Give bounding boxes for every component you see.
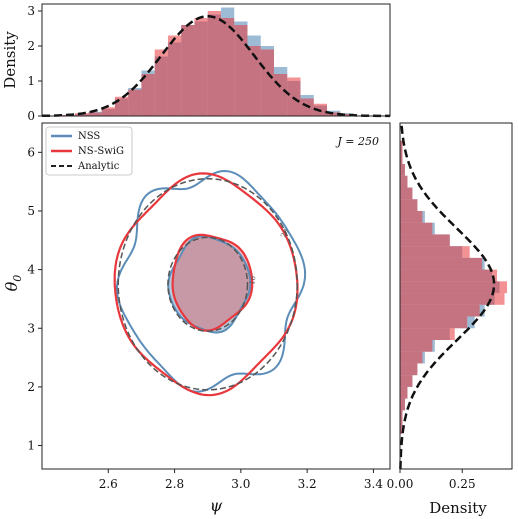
analytic-contour-1sigma xyxy=(167,236,249,332)
top-bar-ns-swig xyxy=(234,25,248,116)
right-bar-ns-swig xyxy=(400,175,408,188)
right-bar-ns-swig xyxy=(400,398,405,411)
right-bar-ns-swig xyxy=(400,140,403,153)
legend-label-analytic: Analytic xyxy=(77,161,120,172)
top-bar-ns-swig xyxy=(260,49,274,116)
main-y-tick-label: 5 xyxy=(27,204,35,218)
right-bar-ns-swig xyxy=(400,269,498,282)
right-bar-ns-swig xyxy=(400,152,403,165)
right-histogram-bars xyxy=(400,140,508,434)
main-panel: 2.6 2.8 3.0 3.2 3.4 1 2 3 4 5 6 ψ θ0 J = 250 2σ 1… xyxy=(2,122,391,515)
top-histogram-bars xyxy=(61,7,354,116)
right-bar-ns-swig xyxy=(400,187,413,200)
ns-swig-outer-contour xyxy=(113,172,299,397)
ns-swig-inner-fill xyxy=(172,234,253,331)
main-y-axis-label-main: θ xyxy=(2,281,21,291)
right-bar-ns-swig xyxy=(400,281,508,294)
right-bar-ns-swig xyxy=(400,199,418,211)
top-bar-ns-swig xyxy=(207,11,221,116)
main-y-ticks: 1 2 3 4 5 6 xyxy=(27,145,42,453)
nss-inner-fill xyxy=(168,236,251,333)
svg-text:θ0: θ0 xyxy=(2,275,24,292)
right-bar-ns-swig xyxy=(400,316,468,329)
legend-box xyxy=(45,126,133,176)
top-y-tick-label: 2 xyxy=(27,39,35,53)
top-bar-ns-swig xyxy=(128,89,142,116)
main-x-axis-label: ψ xyxy=(210,496,223,515)
right-bar-ns-swig xyxy=(400,293,505,305)
contour-label-2sigma: 2σ xyxy=(279,227,290,239)
top-bar-ns-swig xyxy=(88,112,102,116)
right-bar-ns-swig xyxy=(400,210,423,223)
analytic-contour-2sigma xyxy=(117,177,298,391)
main-y-tick-label: 4 xyxy=(27,263,35,277)
main-panel-frame xyxy=(41,122,391,470)
top-y-tick-label: 3 xyxy=(27,4,35,18)
legend-label-ns-swig: NS-SwiG xyxy=(78,146,124,157)
top-bar-ns-swig xyxy=(340,113,354,116)
right-marginal-panel: 0.00 0.25 Density xyxy=(387,122,513,517)
legend: NSS NS-SwiG Analytic xyxy=(45,126,133,176)
top-marginal-panel: 0 1 2 3 Density xyxy=(1,3,391,123)
main-y-axis-label: θ0 xyxy=(2,275,24,292)
top-bar-ns-swig xyxy=(220,18,235,116)
right-bar-ns-swig xyxy=(400,234,450,247)
right-bar-ns-swig xyxy=(400,339,433,352)
main-y-axis-label-subscript: 0 xyxy=(11,275,24,282)
main-y-tick-label: 3 xyxy=(27,321,35,335)
top-bar-ns-swig xyxy=(327,112,341,116)
top-bar-ns-swig xyxy=(154,49,168,116)
main-y-tick-label: 2 xyxy=(27,380,35,394)
j-annotation: J = 250 xyxy=(335,135,379,148)
main-x-tick-label: 2.6 xyxy=(99,477,118,491)
right-bar-ns-swig xyxy=(400,257,483,270)
main-x-tick-label: 3.0 xyxy=(231,477,250,491)
top-bar-ns-swig xyxy=(194,18,208,116)
legend-label-nss: NSS xyxy=(78,131,100,142)
right-bar-ns-swig xyxy=(400,422,403,434)
top-bar-ns-swig xyxy=(114,96,129,116)
top-y-axis-label: Density xyxy=(1,31,19,89)
right-bar-ns-swig xyxy=(400,410,403,423)
right-bar-ns-swig xyxy=(400,246,470,258)
main-contours xyxy=(113,169,307,397)
top-panel-frame xyxy=(41,3,391,117)
right-bar-ns-swig xyxy=(400,386,408,399)
main-x-tick-label: 2.8 xyxy=(165,477,184,491)
top-bar-ns-swig xyxy=(167,35,182,116)
right-panel-frame xyxy=(399,122,513,470)
top-bar-ns-swig xyxy=(247,46,261,116)
right-bar-ns-swig xyxy=(400,328,455,340)
top-bar-ns-swig xyxy=(141,74,155,116)
top-bar-ns-swig xyxy=(181,25,195,116)
right-bar-ns-swig xyxy=(400,164,405,176)
top-analytic-curve xyxy=(42,15,391,118)
right-bar-ns-swig xyxy=(400,375,413,387)
top-y-tick-label: 1 xyxy=(27,74,35,88)
right-bar-ns-swig xyxy=(400,304,480,317)
right-x-tick-label: 0.25 xyxy=(449,477,476,491)
right-bar-ns-swig xyxy=(400,222,433,235)
top-y-tick-label: 0 xyxy=(27,109,35,123)
main-x-tick-label: 3.2 xyxy=(298,477,317,491)
top-bar-ns-swig xyxy=(101,107,115,116)
contour-label-1sigma: 1σ xyxy=(248,275,258,286)
right-x-ticks: 0.00 0.25 xyxy=(387,469,476,491)
main-y-tick-label: 6 xyxy=(27,145,35,159)
top-bar-ns-swig xyxy=(274,74,288,116)
main-y-tick-label: 1 xyxy=(27,439,35,453)
top-y-ticks: 0 1 2 3 xyxy=(27,4,42,123)
main-x-tick-label: 3.4 xyxy=(364,477,383,491)
right-bar-ns-swig xyxy=(400,351,423,364)
ns-swig-inner-contour xyxy=(171,233,254,332)
right-x-tick-label: 0.00 xyxy=(387,477,414,491)
right-x-axis-label: Density xyxy=(429,499,487,517)
main-x-ticks: 2.6 2.8 3.0 3.2 3.4 xyxy=(99,469,383,491)
right-bar-ns-swig xyxy=(400,363,418,376)
